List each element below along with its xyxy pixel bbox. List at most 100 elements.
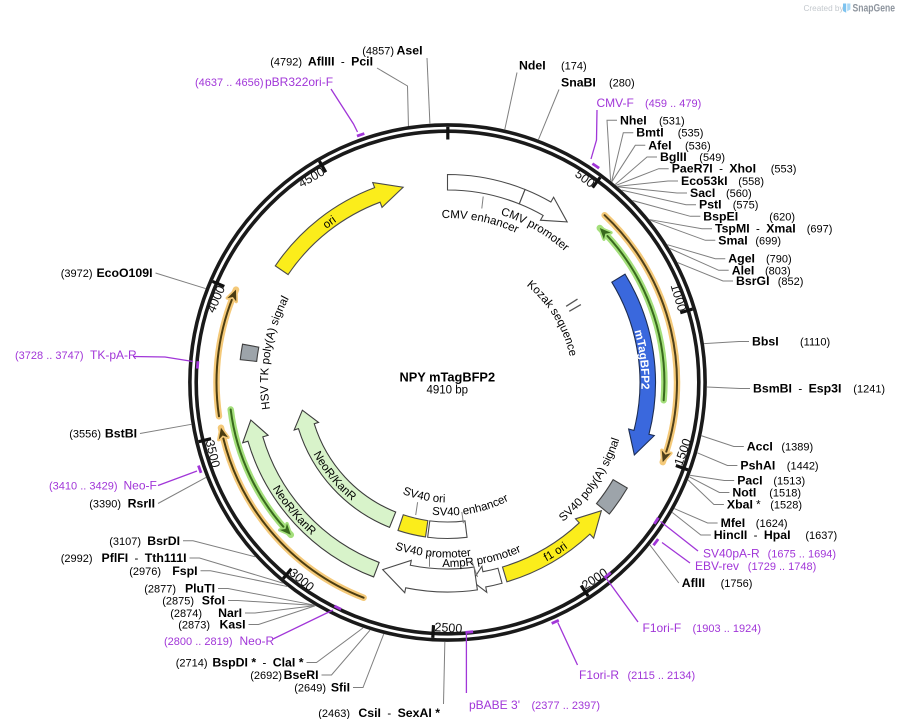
svg-text:CMV-F: CMV-F — [597, 96, 634, 110]
svg-text:(3107): (3107) — [109, 536, 141, 548]
svg-text:RsrII: RsrII — [128, 497, 155, 511]
svg-text:EcoO109I: EcoO109I — [96, 266, 152, 280]
svg-text:NarI: NarI — [218, 606, 242, 620]
svg-text:(2649): (2649) — [294, 683, 326, 695]
svg-text:TspMI - XmaI: TspMI - XmaI — [715, 222, 796, 236]
svg-text:SacI: SacI — [690, 186, 715, 200]
svg-text:NdeI: NdeI — [519, 59, 546, 73]
svg-text:(560): (560) — [726, 188, 752, 200]
svg-text:(4637 .. 4656): (4637 .. 4656) — [195, 77, 264, 89]
svg-text:SnaBI: SnaBI — [561, 76, 596, 90]
svg-text:SmaI: SmaI — [718, 233, 747, 247]
svg-text:(2115 .. 2134): (2115 .. 2134) — [628, 670, 696, 682]
svg-text:(1756): (1756) — [721, 578, 753, 590]
svg-text:Neo-R: Neo-R — [240, 634, 275, 648]
svg-text:SfiI: SfiI — [331, 681, 350, 695]
svg-text:KasI: KasI — [220, 618, 246, 632]
svg-text:XbaI *: XbaI * — [727, 498, 761, 512]
svg-text:NPY mTagBFP2: NPY mTagBFP2 — [400, 369, 496, 384]
svg-text:(1637): (1637) — [805, 530, 837, 542]
svg-text:(1518): (1518) — [769, 488, 801, 500]
svg-text:(1729 .. 1748): (1729 .. 1748) — [748, 561, 817, 573]
svg-text:PshAI: PshAI — [740, 459, 775, 473]
svg-text:(1675 .. 1694): (1675 .. 1694) — [768, 549, 837, 561]
svg-text:AfeI: AfeI — [648, 138, 671, 152]
svg-text:(3728 .. 3747): (3728 .. 3747) — [15, 350, 84, 362]
svg-text:Created by: Created by — [804, 4, 845, 13]
svg-text:(4792): (4792) — [270, 57, 302, 69]
svg-text:(697): (697) — [807, 224, 833, 236]
svg-text:HincII - HpaI: HincII - HpaI — [714, 528, 791, 542]
svg-text:AgeI: AgeI — [728, 252, 755, 266]
svg-text:(852): (852) — [778, 276, 804, 288]
svg-text:AccI: AccI — [747, 440, 773, 454]
svg-text:(2714): (2714) — [176, 658, 208, 670]
svg-text:(575): (575) — [733, 200, 759, 212]
svg-text:BspEI: BspEI — [703, 209, 738, 223]
svg-text:BsrDI: BsrDI — [147, 534, 180, 548]
svg-text:(3390): (3390) — [89, 499, 121, 511]
svg-text:(2874): (2874) — [170, 608, 202, 620]
svg-text:(1513): (1513) — [773, 476, 805, 488]
svg-text:(3972): (3972) — [61, 268, 93, 280]
svg-text:4910 bp: 4910 bp — [427, 385, 469, 397]
svg-text:(699): (699) — [755, 235, 781, 247]
svg-text:(2976): (2976) — [129, 566, 161, 578]
svg-text:(2800 .. 2819): (2800 .. 2819) — [164, 636, 233, 648]
svg-text:(3410 .. 3429): (3410 .. 3429) — [49, 481, 118, 493]
svg-text:BsrGI: BsrGI — [736, 274, 770, 288]
svg-text:(790): (790) — [766, 254, 792, 266]
svg-text:NheI: NheI — [620, 113, 647, 127]
svg-text:(2875): (2875) — [162, 596, 194, 608]
svg-text:(549): (549) — [699, 152, 725, 164]
svg-text:BbsI: BbsI — [752, 335, 779, 349]
svg-text:(1903 .. 1924): (1903 .. 1924) — [693, 623, 762, 635]
svg-text:AflII: AflII — [682, 576, 705, 590]
svg-text:(2692): (2692) — [250, 670, 282, 682]
svg-text:(2377 .. 2397): (2377 .. 2397) — [532, 700, 601, 712]
svg-text:NotI: NotI — [732, 486, 756, 500]
svg-text:SV40pA-R: SV40pA-R — [703, 547, 760, 561]
svg-text:(1624): (1624) — [756, 518, 788, 530]
svg-text:BglII: BglII — [660, 150, 687, 164]
svg-text:AseI: AseI — [397, 44, 423, 58]
svg-text:BspDI * - ClaI *: BspDI * - ClaI * — [212, 656, 303, 670]
svg-text:EBV-rev: EBV-rev — [695, 559, 739, 573]
svg-text:PflFI - Tth111I: PflFI - Tth111I — [102, 551, 187, 565]
svg-text:(4857): (4857) — [362, 46, 394, 58]
svg-text:(2463): (2463) — [318, 708, 350, 719]
svg-text:(1389): (1389) — [781, 442, 813, 454]
svg-text:PluTI: PluTI — [185, 582, 215, 596]
svg-text:F1ori-R: F1ori-R — [579, 668, 619, 682]
svg-text:(553): (553) — [771, 164, 797, 176]
svg-text:Neo-F: Neo-F — [124, 479, 157, 493]
svg-text:(1528): (1528) — [770, 500, 802, 512]
svg-text:pBABE 3': pBABE 3' — [469, 698, 520, 712]
svg-text:(2992): (2992) — [61, 553, 93, 565]
svg-text:Eco53kI: Eco53kI — [681, 174, 728, 188]
svg-text:MfeI: MfeI — [721, 516, 746, 530]
svg-text:PacI: PacI — [737, 474, 762, 488]
svg-text:(1442): (1442) — [787, 461, 819, 473]
svg-text:(531): (531) — [659, 115, 685, 127]
svg-text:(459 .. 479): (459 .. 479) — [645, 98, 701, 110]
svg-text:(2877): (2877) — [144, 584, 176, 596]
svg-text:(1110): (1110) — [800, 337, 830, 349]
svg-text:PaeR7I - XhoI: PaeR7I - XhoI — [672, 162, 756, 176]
svg-text:(3556): (3556) — [69, 429, 101, 441]
svg-text:(174): (174) — [561, 61, 587, 73]
svg-text:BmtI: BmtI — [636, 126, 663, 140]
svg-text:(280): (280) — [609, 78, 635, 90]
svg-text:(536): (536) — [685, 140, 711, 152]
svg-text:BsmBI - Esp3I: BsmBI - Esp3I — [753, 382, 841, 396]
svg-text:SfoI: SfoI — [202, 594, 225, 608]
svg-text:(620): (620) — [769, 211, 795, 223]
svg-text:(558): (558) — [738, 176, 764, 188]
svg-text:BstBI: BstBI — [105, 427, 137, 441]
svg-text:BseRI: BseRI — [284, 668, 319, 682]
svg-text:FspI: FspI — [172, 564, 197, 578]
svg-text:F1ori-F: F1ori-F — [643, 621, 682, 635]
svg-text:(1241): (1241) — [853, 384, 885, 396]
svg-text:AleI: AleI — [732, 263, 755, 277]
svg-text:PstI: PstI — [699, 198, 722, 212]
